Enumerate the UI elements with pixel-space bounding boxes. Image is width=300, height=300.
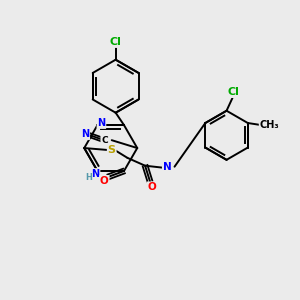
Text: N: N: [163, 162, 172, 172]
Text: H: H: [164, 162, 172, 171]
Text: H: H: [85, 173, 92, 182]
Text: Cl: Cl: [110, 37, 122, 47]
Text: O: O: [148, 182, 156, 192]
Text: O: O: [100, 176, 109, 186]
Text: N: N: [98, 118, 106, 128]
Text: C: C: [101, 136, 108, 145]
Text: CH₃: CH₃: [260, 120, 279, 130]
Text: N: N: [92, 169, 100, 179]
Text: Cl: Cl: [227, 87, 239, 97]
Text: S: S: [108, 145, 116, 155]
Text: N: N: [81, 129, 89, 139]
